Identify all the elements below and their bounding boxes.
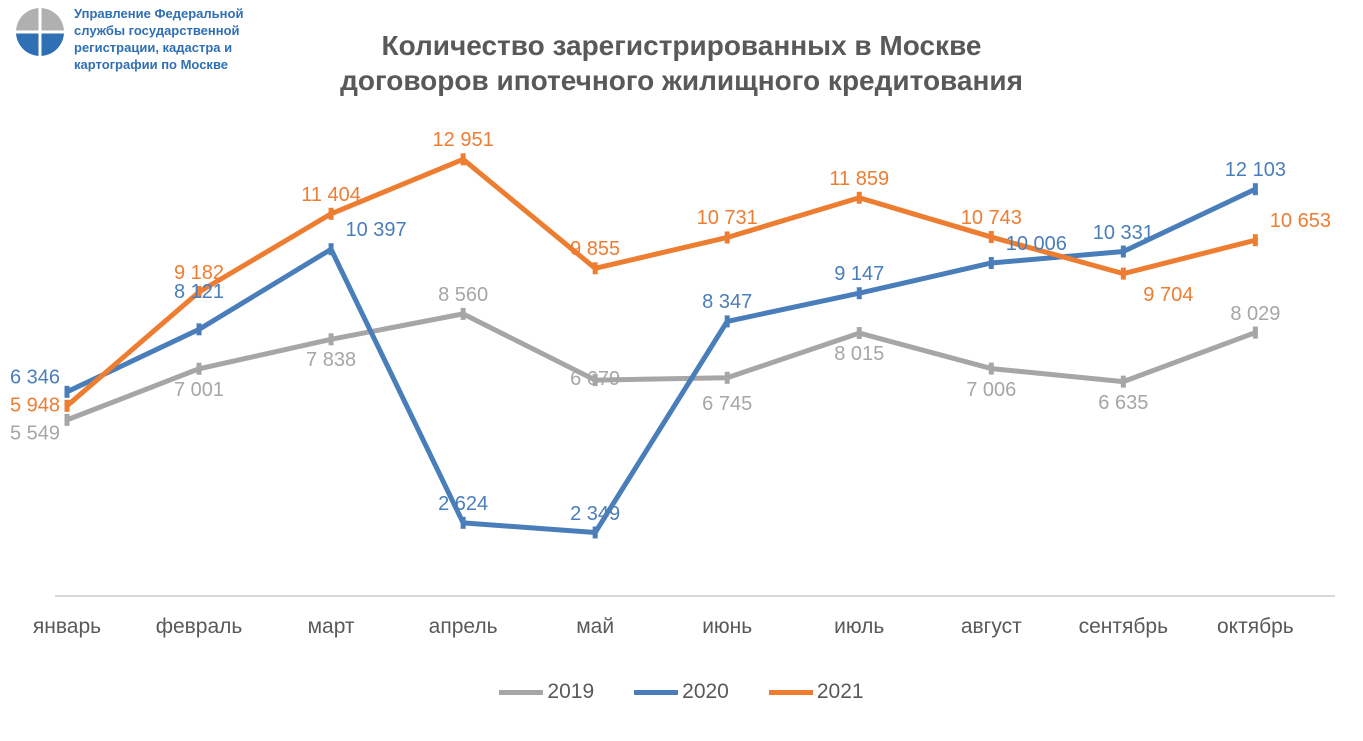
- legend-label: 2020: [682, 680, 729, 704]
- data-label: 6 635: [1098, 392, 1148, 415]
- data-label: 9 855: [570, 238, 620, 261]
- x-axis-label: октябрь: [1217, 615, 1294, 639]
- data-label: 10 653: [1270, 210, 1331, 233]
- x-axis-line: [55, 595, 1335, 597]
- legend-swatch: [769, 690, 813, 695]
- data-label: 12 103: [1225, 159, 1286, 182]
- data-label-start: 6 346: [0, 366, 60, 389]
- data-label: 9 147: [834, 263, 884, 286]
- data-label: 6 679: [570, 368, 620, 391]
- data-label: 7 006: [966, 379, 1016, 402]
- x-axis-label: май: [576, 615, 614, 639]
- chart-title-line1: Количество зарегистрированных в Москве: [381, 30, 981, 61]
- x-axis-label: август: [961, 615, 1022, 639]
- series-line-2019: [67, 314, 1255, 420]
- legend-item-2019: 2019: [499, 680, 594, 704]
- legend-label: 2019: [547, 680, 594, 704]
- legend-swatch: [634, 690, 678, 695]
- data-label: 12 951: [433, 129, 494, 152]
- data-label: 10 731: [697, 207, 758, 230]
- data-label-start: 5 549: [0, 422, 60, 445]
- x-axis-labels: январьфевральмартапрельмайиюньиюльавгуст…: [55, 615, 1335, 645]
- data-label: 10 397: [345, 219, 406, 242]
- data-label: 8 015: [834, 343, 884, 366]
- legend-label: 2021: [817, 680, 864, 704]
- plot-area: [55, 140, 1335, 580]
- data-label: 10 743: [961, 207, 1022, 230]
- data-label: 11 859: [829, 168, 889, 191]
- chart-container: Управление Федеральной службы государств…: [0, 0, 1363, 741]
- data-label: 10 331: [1093, 222, 1154, 245]
- chart-lines-svg: [55, 140, 1335, 580]
- data-label: 10 006: [1006, 233, 1067, 256]
- data-label: 9 182: [174, 262, 224, 285]
- data-label: 9 704: [1143, 284, 1193, 307]
- legend-item-2021: 2021: [769, 680, 864, 704]
- data-label: 2 349: [570, 503, 620, 526]
- x-axis-label: март: [308, 615, 355, 639]
- legend-item-2020: 2020: [634, 680, 729, 704]
- chart-title: Количество зарегистрированных в Москве д…: [0, 28, 1363, 98]
- data-label: 2 624: [438, 493, 488, 516]
- legend-swatch: [499, 690, 543, 695]
- data-label: 7 838: [306, 349, 356, 372]
- data-label: 8 347: [702, 291, 752, 314]
- data-label: 8 029: [1230, 303, 1280, 326]
- legend: 2019 2020 2021: [0, 680, 1363, 704]
- data-label: 7 001: [174, 379, 224, 402]
- x-axis-label: апрель: [429, 615, 498, 639]
- data-label: 8 560: [438, 284, 488, 307]
- x-axis-label: январь: [33, 615, 101, 639]
- x-axis-label: февраль: [156, 615, 243, 639]
- x-axis-label: июнь: [702, 615, 752, 639]
- x-axis-label: июль: [834, 615, 884, 639]
- data-label: 6 745: [702, 393, 752, 416]
- chart-title-line2: договоров ипотечного жилищного кредитова…: [340, 65, 1023, 96]
- data-label-start: 5 948: [0, 394, 60, 417]
- data-label: 11 404: [301, 184, 361, 207]
- series-line-2021: [67, 159, 1255, 406]
- x-axis-label: сентябрь: [1079, 615, 1168, 639]
